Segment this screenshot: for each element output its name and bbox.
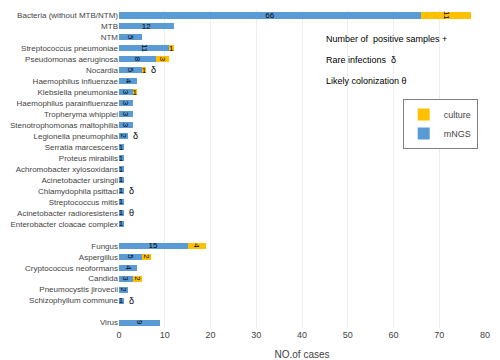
svg-text:Cryptococcus neoformans: Cryptococcus neoformans	[25, 263, 118, 272]
svg-text:Fungus: Fungus	[91, 242, 118, 251]
svg-text:Candida: Candida	[88, 274, 118, 283]
svg-text:3: 3	[158, 57, 167, 62]
svg-text:3: 3	[121, 276, 130, 281]
svg-text:Haemophilus parainfluenzae: Haemophilus parainfluenzae	[17, 99, 119, 108]
svg-text:2: 2	[119, 287, 128, 292]
svg-text:Rare infections δ: Rare infections δ	[326, 55, 396, 65]
svg-text:10: 10	[160, 330, 170, 340]
svg-text:9: 9	[135, 320, 144, 325]
svg-text:Stenotrophomonas maltophilia: Stenotrophomonas maltophilia	[10, 121, 119, 130]
svg-text:0: 0	[116, 330, 121, 340]
svg-text:70: 70	[434, 330, 444, 340]
svg-text:Number of positive samples +: Number of positive samples +	[326, 34, 447, 44]
svg-text:1: 1	[119, 296, 124, 305]
svg-text:50: 50	[343, 330, 353, 340]
svg-text:Virus: Virus	[100, 318, 118, 327]
svg-text:Klebsiella pneumoniae: Klebsiella pneumoniae	[38, 88, 119, 97]
svg-text:4: 4	[192, 243, 201, 248]
svg-text:5: 5	[126, 68, 135, 73]
svg-text:Legionella pneumophila: Legionella pneumophila	[33, 132, 118, 141]
svg-text:4: 4	[124, 79, 133, 84]
svg-text:1: 1	[119, 165, 124, 174]
svg-text:mNGS: mNGS	[444, 129, 471, 139]
svg-text:1: 1	[142, 66, 147, 75]
svg-text:1: 1	[133, 88, 138, 97]
svg-text:Likely colonization θ: Likely colonization θ	[326, 76, 407, 86]
svg-text:2: 2	[142, 254, 151, 259]
svg-text:Streptococcus mitis: Streptococcus mitis	[49, 198, 118, 207]
svg-text:12: 12	[142, 22, 151, 31]
svg-text:Haemophilus influenzae: Haemophilus influenzae	[33, 77, 119, 86]
svg-text:Acinetobacter radioresistens: Acinetobacter radioresistens	[17, 209, 118, 218]
svg-text:Streptococcus pneumoniae: Streptococcus pneumoniae	[21, 44, 119, 53]
svg-text:culture: culture	[444, 110, 471, 120]
svg-text:Schizophyllum commune: Schizophyllum commune	[29, 296, 118, 305]
svg-text:NO.of cases: NO.of cases	[274, 349, 329, 360]
svg-text:2: 2	[119, 134, 128, 139]
svg-text:1: 1	[119, 186, 124, 195]
svg-text:Pseudomonas aeruginosa: Pseudomonas aeruginosa	[25, 55, 119, 64]
svg-text:NTM: NTM	[101, 33, 119, 42]
svg-text:66: 66	[265, 11, 274, 20]
svg-text:δ: δ	[133, 131, 138, 141]
svg-text:1: 1	[119, 208, 124, 217]
svg-text:Achromobacter xylosoxidans: Achromobacter xylosoxidans	[16, 165, 118, 174]
svg-text:δ: δ	[129, 186, 134, 196]
svg-text:8: 8	[133, 57, 142, 62]
svg-text:Aspergillus: Aspergillus	[79, 253, 118, 262]
svg-text:1: 1	[119, 154, 124, 163]
svg-text:1: 1	[119, 197, 124, 206]
svg-text:Chlamydophila psittaci: Chlamydophila psittaci	[38, 187, 118, 196]
svg-text:Acinetobacter ursingii: Acinetobacter ursingii	[42, 176, 119, 185]
svg-text:MTB: MTB	[101, 22, 118, 31]
svg-text:δ: δ	[129, 296, 134, 306]
svg-text:60: 60	[388, 330, 398, 340]
svg-text:5: 5	[126, 35, 135, 40]
svg-text:3: 3	[121, 101, 130, 106]
svg-text:11: 11	[140, 44, 149, 53]
svg-text:1: 1	[119, 175, 124, 184]
svg-text:1: 1	[169, 44, 174, 53]
svg-text:Tropheryma whipplei: Tropheryma whipplei	[44, 110, 118, 119]
svg-text:30: 30	[251, 330, 261, 340]
svg-text:Nocardia: Nocardia	[86, 66, 119, 75]
svg-text:1: 1	[119, 219, 124, 228]
svg-text:δ: δ	[151, 65, 156, 75]
svg-text:3: 3	[121, 90, 130, 95]
svg-text:4: 4	[124, 265, 133, 270]
svg-text:Bacteria (without MTB/NTM): Bacteria (without MTB/NTM)	[17, 11, 118, 20]
svg-text:3: 3	[121, 123, 130, 128]
svg-text:Pneumocystis jirovecii: Pneumocystis jirovecii	[39, 285, 118, 294]
svg-text:15: 15	[149, 241, 158, 250]
svg-text:40: 40	[297, 330, 307, 340]
svg-text:Proteus mirabilis: Proteus mirabilis	[59, 154, 118, 163]
svg-text:1: 1	[119, 143, 124, 152]
svg-text:Serratia marcescens: Serratia marcescens	[45, 143, 118, 152]
svg-text:θ: θ	[129, 208, 134, 218]
svg-text:20: 20	[205, 330, 215, 340]
svg-text:80: 80	[480, 330, 490, 340]
svg-text:3: 3	[121, 112, 130, 117]
svg-text:5: 5	[126, 254, 135, 259]
svg-text:2: 2	[133, 276, 142, 281]
svg-text:11: 11	[442, 11, 451, 20]
svg-text:Enterobacter cloacae complex: Enterobacter cloacae complex	[10, 220, 118, 229]
